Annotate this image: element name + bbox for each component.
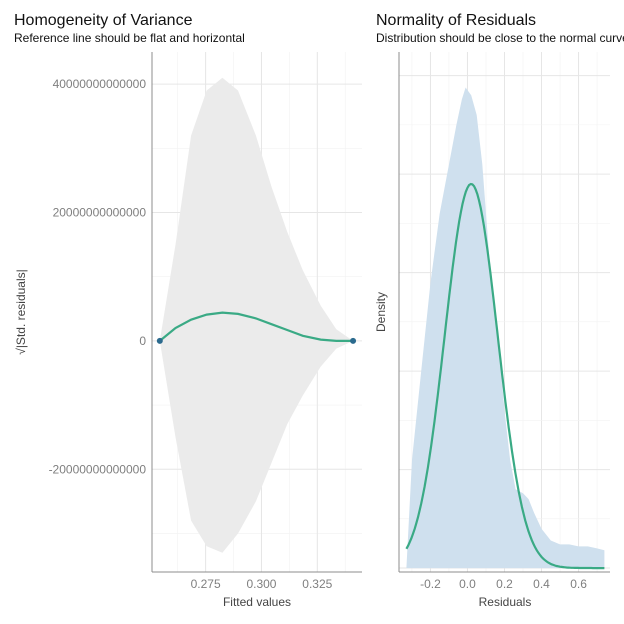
right-x-tick-labels: -0.2 0.0 0.2 0.4 0.6 [420,577,587,591]
x-tick-label: 0.325 [302,577,332,591]
x-tick-label: 0.4 [533,577,550,591]
right-subtitle: Distribution should be close to the norm… [376,31,624,45]
right-x-axis-label: Residuals [479,595,532,609]
right-normal-curve [405,182,605,570]
left-points [156,337,357,344]
left-x-axis-label: Fitted values [223,595,291,609]
left-title: Homogeneity of Variance [14,12,193,29]
x-tick-label: 0.6 [570,577,587,591]
left-confidence-band [159,77,354,553]
panel-homogeneity: Homogeneity of Variance Reference line s… [14,12,362,609]
right-axes [398,52,610,573]
left-smooth-line [159,311,354,342]
left-subtitle: Reference line should be flat and horizo… [14,31,245,45]
data-point [156,337,163,344]
right-y-axis-label: Density [374,292,388,332]
y-tick-label: -20000000000000 [49,462,147,476]
right-title: Normality of Residuals [376,12,536,29]
x-tick-label: -0.2 [420,577,441,591]
y-tick-label: 20000000000000 [53,205,147,219]
panel-normality: Normality of Residuals Distribution shou… [374,12,624,609]
right-density-area [406,87,605,569]
y-tick-label: 40000000000000 [53,77,147,91]
left-y-tick-labels: -20000000000000 0 20000000000000 4000000000… [49,77,147,476]
x-tick-label: 0.2 [496,577,513,591]
left-axes [151,52,362,573]
x-tick-label: 0.0 [459,577,476,591]
left-y-axis-label: √|Std. residuals| [14,269,28,355]
left-x-tick-labels: 0.275 0.300 0.325 [191,577,333,591]
x-tick-label: 0.275 [191,577,221,591]
data-point [350,337,357,344]
x-tick-label: 0.300 [246,577,276,591]
y-tick-label: 0 [139,334,146,348]
